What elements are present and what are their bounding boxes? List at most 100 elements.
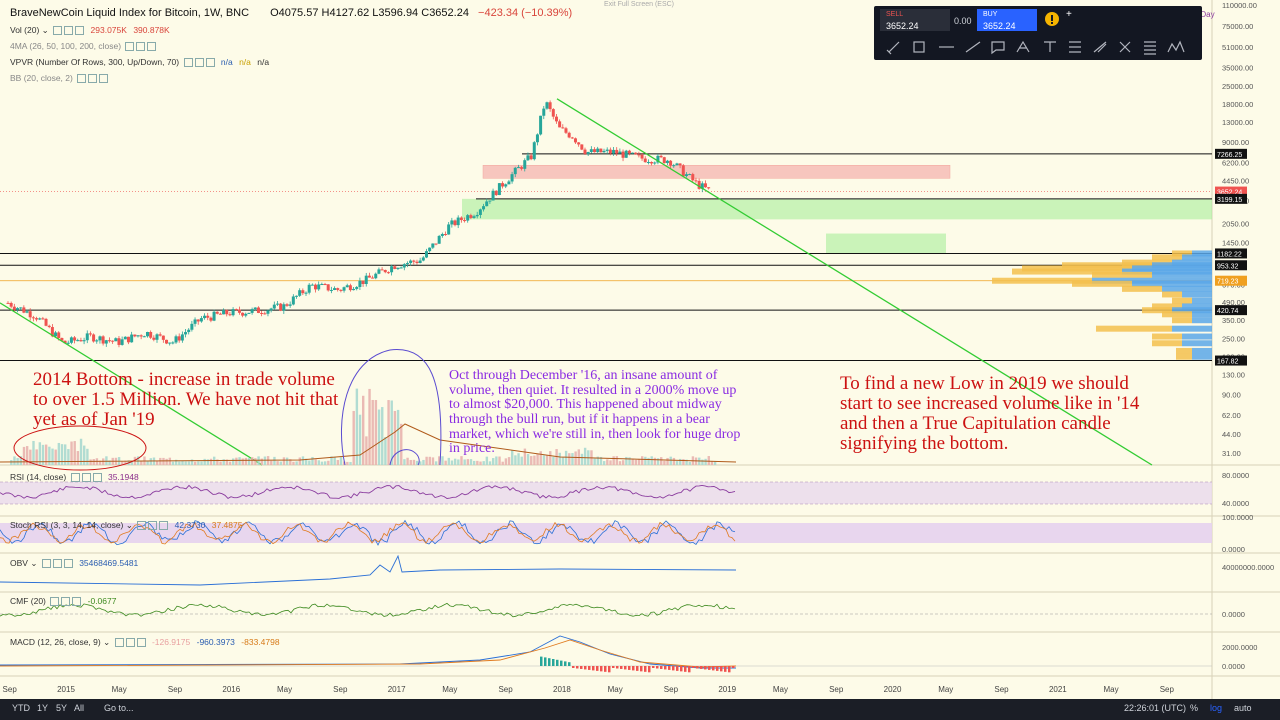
- trading-panel[interactable]: SELL 3652.24 0.00 BUY 3652.24 +: [874, 6, 1202, 60]
- settings-icon[interactable]: [137, 521, 147, 531]
- annotation-oct-dec-2016: Oct through December '16, an insane amou…: [449, 368, 741, 457]
- candle-body: [447, 224, 451, 235]
- percent-toggle[interactable]: %: [1190, 703, 1199, 713]
- candle-body: [16, 308, 20, 310]
- settings-icon[interactable]: [114, 638, 124, 648]
- volume-bar: [558, 452, 561, 465]
- clock-time: 22:26:01 (UTC): [1124, 703, 1187, 713]
- eye-icon[interactable]: [148, 521, 158, 531]
- candle-body: [345, 285, 349, 288]
- vpvr-legend[interactable]: VPVR (Number Of Rows, 300, Up/Down, 70) …: [10, 57, 269, 68]
- candle-body: [361, 280, 365, 285]
- settings-icon[interactable]: [77, 74, 87, 84]
- obv-legend[interactable]: OBV ⌄ 35468469.5481: [10, 558, 139, 569]
- macd-hist-bar: [652, 666, 655, 668]
- eye-icon[interactable]: [81, 473, 91, 483]
- eye-icon[interactable]: [125, 638, 135, 648]
- auto-toggle[interactable]: auto: [1234, 703, 1252, 713]
- info-icon[interactable]: [1044, 11, 1060, 27]
- candle-body: [348, 285, 352, 291]
- macd-hist-bar: [588, 666, 591, 670]
- settings-icon[interactable]: [41, 559, 51, 569]
- goto-button[interactable]: Go to...: [104, 703, 134, 713]
- vpvr-bar-down: [1182, 254, 1212, 261]
- range-5y[interactable]: 5Y: [56, 703, 68, 713]
- volume-bar: [98, 460, 102, 465]
- bb-legend[interactable]: BB (20, close, 2): [10, 73, 109, 84]
- volume-bar: [149, 458, 152, 465]
- symbol-title[interactable]: BraveNewCoin Liquid Index for Bitcoin, 1…: [10, 7, 572, 19]
- drawing-toolbar[interactable]: [884, 38, 1194, 56]
- volume-bar: [384, 437, 387, 465]
- ma-legend[interactable]: 4MA (26, 50, 100, 200, close): [10, 41, 157, 52]
- price-axis-tick: 75000.00: [1222, 22, 1253, 31]
- candle-body: [12, 306, 16, 310]
- candle-body: [6, 302, 10, 304]
- price-axis-tick: 25000.00: [1222, 82, 1253, 91]
- volume-bar: [460, 456, 463, 465]
- eye-icon[interactable]: [61, 597, 71, 607]
- sell-button[interactable]: SELL 3652.24: [880, 9, 950, 31]
- close-icon[interactable]: [75, 26, 85, 36]
- candle-body: [212, 311, 216, 321]
- range-all[interactable]: All: [74, 703, 85, 713]
- macd-hist-bar: [560, 660, 563, 666]
- close-icon[interactable]: [159, 521, 169, 531]
- candle-body: [282, 304, 286, 311]
- close-icon[interactable]: [99, 74, 109, 84]
- close-icon[interactable]: [92, 473, 102, 483]
- eye-icon[interactable]: [136, 42, 146, 52]
- macd-legend[interactable]: MACD (12, 26, close, 9) ⌄ -126.9175 -960…: [10, 637, 280, 648]
- vol-legend[interactable]: Vol (20) ⌄ 293.075K 390.878K: [10, 25, 170, 36]
- vpvr-bar-down: [1182, 333, 1212, 340]
- close-icon[interactable]: [72, 597, 82, 607]
- candle-body: [507, 181, 511, 185]
- plus-icon[interactable]: +: [1066, 9, 1072, 20]
- buy-button[interactable]: BUY 3652.24: [977, 9, 1037, 31]
- cmf-legend[interactable]: CMF (20) -0.0677: [10, 596, 116, 607]
- candle-body: [222, 310, 226, 315]
- volume-bar: [688, 461, 691, 465]
- volume-bar: [450, 460, 454, 465]
- candle-body: [50, 327, 54, 337]
- volume-bar: [219, 461, 222, 465]
- eye-icon[interactable]: [64, 26, 74, 36]
- settings-icon[interactable]: [70, 473, 80, 483]
- settings-icon[interactable]: [125, 42, 135, 52]
- eye-icon[interactable]: [52, 559, 62, 569]
- settings-icon[interactable]: [50, 597, 60, 607]
- vpvr-bar-down: [1182, 340, 1212, 347]
- price-label-box: [1215, 355, 1247, 366]
- candle-body: [688, 174, 692, 176]
- stoch-legend[interactable]: Stoch RSI (3, 3, 14, 14, close) ⌄ 42.373…: [10, 520, 243, 531]
- macd-axis-tick: 0.0000: [1222, 662, 1245, 671]
- vpvr-bar-up: [1062, 262, 1152, 269]
- range-1y[interactable]: 1Y: [37, 703, 49, 713]
- macd-hist-bar: [720, 666, 723, 672]
- vpvr-bar-up: [1096, 325, 1172, 332]
- volume-bar: [314, 459, 317, 465]
- range-ytd[interactable]: YTD: [12, 703, 30, 713]
- volume-bar: [710, 460, 714, 465]
- candle-body: [158, 334, 162, 336]
- volume-bar: [666, 457, 669, 465]
- candle-body: [307, 284, 311, 293]
- close-icon[interactable]: [136, 638, 146, 648]
- exit-fullscreen[interactable]: Exit Full Screen (ESC): [604, 1, 675, 8]
- eye-icon[interactable]: [194, 58, 204, 68]
- price-label-box: [1215, 193, 1247, 204]
- close-icon[interactable]: [205, 58, 215, 68]
- volume-bar: [507, 457, 511, 465]
- log-toggle[interactable]: log: [1210, 703, 1223, 713]
- rsi-legend[interactable]: RSI (14, close) 35.1948: [10, 472, 139, 483]
- volume-bar: [377, 409, 381, 465]
- settings-icon[interactable]: [183, 58, 193, 68]
- volume-bar: [54, 449, 57, 465]
- candle-body: [653, 162, 657, 164]
- candle-body: [532, 142, 536, 160]
- eye-icon[interactable]: [88, 74, 98, 84]
- close-icon[interactable]: [147, 42, 157, 52]
- settings-icon[interactable]: [53, 26, 63, 36]
- close-icon[interactable]: [63, 559, 73, 569]
